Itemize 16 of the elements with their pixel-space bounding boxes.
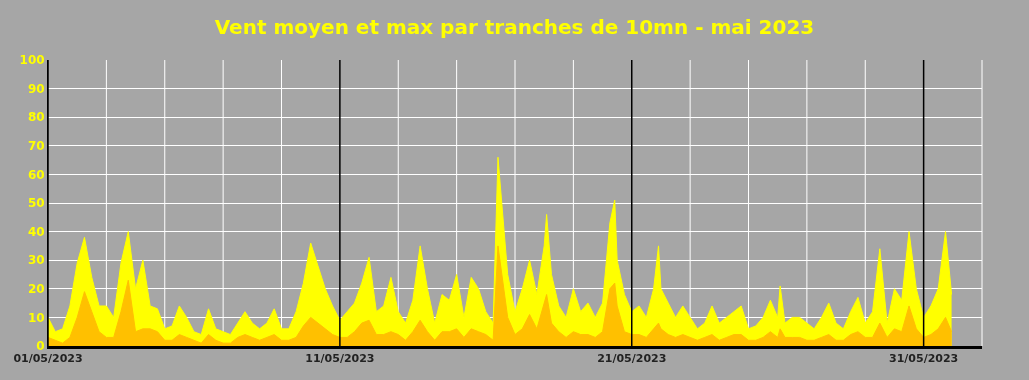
y-tick-label: 40 (27, 224, 45, 239)
y-tick-label: 70 (27, 139, 45, 153)
y-tick-label: 0 (36, 339, 45, 354)
y-tick-label: 30 (27, 253, 45, 268)
x-tick-label: 31/05/2023 (889, 352, 959, 366)
y-tick-label: 50 (27, 196, 45, 211)
x-tick-label: 01/05/2023 (13, 352, 83, 366)
y-tick-label: 100 (19, 53, 45, 68)
y-tick-label: 60 (27, 167, 45, 182)
y-tick-label: 20 (27, 282, 45, 296)
x-tick-label: 21/05/2023 (597, 352, 667, 366)
y-tick-label: 90 (27, 81, 45, 96)
y-tick-label: 80 (27, 110, 45, 125)
x-tick-label: 11/05/2023 (305, 352, 375, 366)
chart-title: Vent moyen et max par tranches de 10mn - mai 2023 (214, 14, 815, 39)
y-tick-label: 10 (27, 310, 45, 325)
